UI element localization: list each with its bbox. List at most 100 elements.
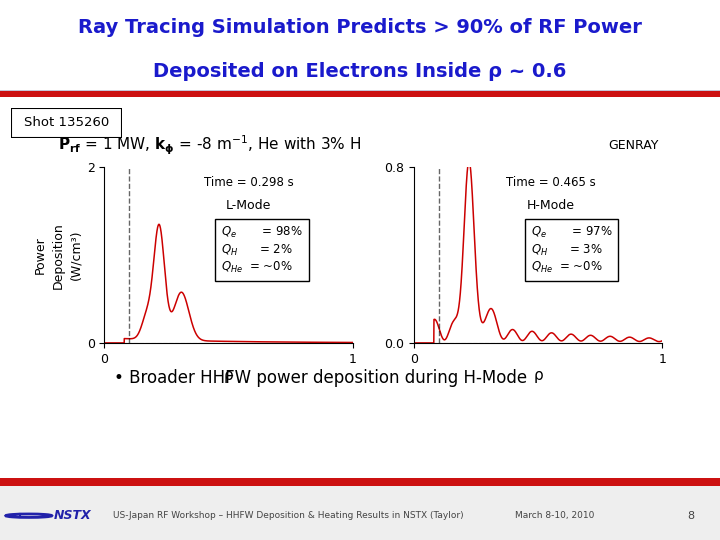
Bar: [0, 90, 720, 91]
Text: $\mathbf{P_{rf}}$ = 1 MW, $\mathbf{k_{\phi}}$ = -8 m$^{-1}$, He with 3% H: $\mathbf{P_{rf}}$ = 1 MW, $\mathbf{k_{\p…: [58, 134, 361, 158]
Bar: [0, 90, 720, 91]
Bar: [0, 91, 720, 92]
Bar: [0, 90, 720, 91]
Bar: [0, 90, 720, 91]
Bar: [0, 90, 720, 91]
Text: • Broader HHFW power deposition during H-Mode: • Broader HHFW power deposition during H…: [114, 369, 527, 387]
Text: $Q_e$       = 98%
$Q_H$      = 2%
$Q_{He}$  = ~0%: $Q_e$ = 98% $Q_H$ = 2% $Q_{He}$ = ~0%: [221, 225, 303, 275]
Bar: [0, 90, 720, 91]
Bar: [0, 90, 720, 91]
Bar: [0, 91, 720, 92]
Y-axis label: Power
Deposition
(W/cm³): Power Deposition (W/cm³): [34, 222, 83, 288]
Text: NSTX: NSTX: [54, 509, 91, 522]
Bar: [0, 90, 720, 91]
Bar: [0, 91, 720, 92]
Bar: [0, 91, 720, 92]
Bar: [0, 90, 720, 91]
Bar: [0, 91, 720, 92]
Text: Deposited on Electrons Inside ρ ~ 0.6: Deposited on Electrons Inside ρ ~ 0.6: [153, 62, 567, 81]
Bar: [0, 90, 720, 91]
Bar: [0, 90, 720, 91]
Bar: [0, 90, 720, 91]
Bar: [0, 90, 720, 91]
Bar: [0, 91, 720, 92]
Bar: [0, 91, 720, 92]
Bar: [0, 90, 720, 91]
Text: March 8-10, 2010: March 8-10, 2010: [515, 511, 594, 520]
Bar: [0, 91, 720, 92]
Bar: [0, 90, 720, 91]
Bar: [0, 91, 720, 92]
Bar: [0, 90, 720, 91]
Bar: [0, 91, 720, 92]
Bar: [0, 90, 720, 91]
X-axis label: ρ: ρ: [534, 368, 543, 383]
Bar: [0, 91, 720, 92]
Bar: [0, 91, 720, 92]
Bar: [0, 91, 720, 92]
Bar: [0, 91, 720, 92]
Bar: [0, 91, 720, 92]
Bar: [0, 90, 720, 91]
Text: GENRAY: GENRAY: [608, 139, 659, 152]
Bar: [0, 90, 720, 91]
Bar: [0, 90, 720, 91]
Bar: [0, 90, 720, 91]
Bar: [0, 90, 720, 91]
Bar: [0, 91, 720, 92]
Text: Time = 0.298 s: Time = 0.298 s: [204, 176, 293, 189]
Bar: [0, 91, 720, 92]
Bar: [0, 91, 720, 92]
Text: Shot 135260: Shot 135260: [24, 116, 109, 130]
Bar: [0, 91, 720, 92]
Bar: [0, 90, 720, 91]
Bar: [0, 91, 720, 92]
Bar: [0, 90, 720, 91]
Bar: [0, 90, 720, 91]
Bar: [0, 91, 720, 92]
Bar: [0, 90, 720, 91]
Bar: [0, 90, 720, 91]
Text: 8: 8: [688, 511, 695, 521]
Bar: [0, 90, 720, 91]
X-axis label: ρ: ρ: [224, 368, 233, 383]
Text: L-Mode: L-Mode: [226, 199, 271, 212]
Bar: [0, 90, 720, 91]
Bar: [0, 90, 720, 91]
Text: $Q_e$       = 97%
$Q_H$      = 3%
$Q_{He}$  = ~0%: $Q_e$ = 97% $Q_H$ = 3% $Q_{He}$ = ~0%: [531, 225, 613, 275]
Bar: [0, 90, 720, 91]
Bar: [0, 90, 720, 91]
Bar: [0, 91, 720, 92]
Text: H-Mode: H-Mode: [526, 199, 575, 212]
Bar: [0, 91, 720, 92]
Bar: [0, 90, 720, 91]
Bar: [0, 90, 720, 91]
Bar: [0, 90, 720, 91]
Bar: [0, 90, 720, 91]
Bar: [0, 90, 720, 91]
Bar: [0, 90, 720, 91]
Bar: [0, 91, 720, 92]
Bar: [0, 90, 720, 91]
Text: Ray Tracing Simulation Predicts > 90% of RF Power: Ray Tracing Simulation Predicts > 90% of…: [78, 18, 642, 37]
Bar: [0, 91, 720, 92]
Bar: [0, 90, 720, 91]
Bar: [0, 90, 720, 91]
Bar: [0, 90, 720, 91]
Bar: [0, 90, 720, 91]
Bar: [0, 90, 720, 91]
Bar: [0, 90, 720, 91]
Bar: [0, 90, 720, 91]
Bar: [0, 91, 720, 92]
Text: US-Japan RF Workshop – HHFW Deposition & Heating Results in NSTX (Taylor): US-Japan RF Workshop – HHFW Deposition &…: [113, 511, 463, 520]
Bar: [0, 90, 720, 91]
Bar: [0, 91, 720, 92]
Bar: [0, 91, 720, 92]
Bar: [0, 91, 720, 92]
Bar: [0, 90, 720, 91]
Text: Time = 0.465 s: Time = 0.465 s: [505, 176, 595, 189]
Bar: [0, 91, 720, 92]
Bar: [0, 90, 720, 91]
Bar: [0, 90, 720, 91]
Bar: [0, 90, 720, 91]
